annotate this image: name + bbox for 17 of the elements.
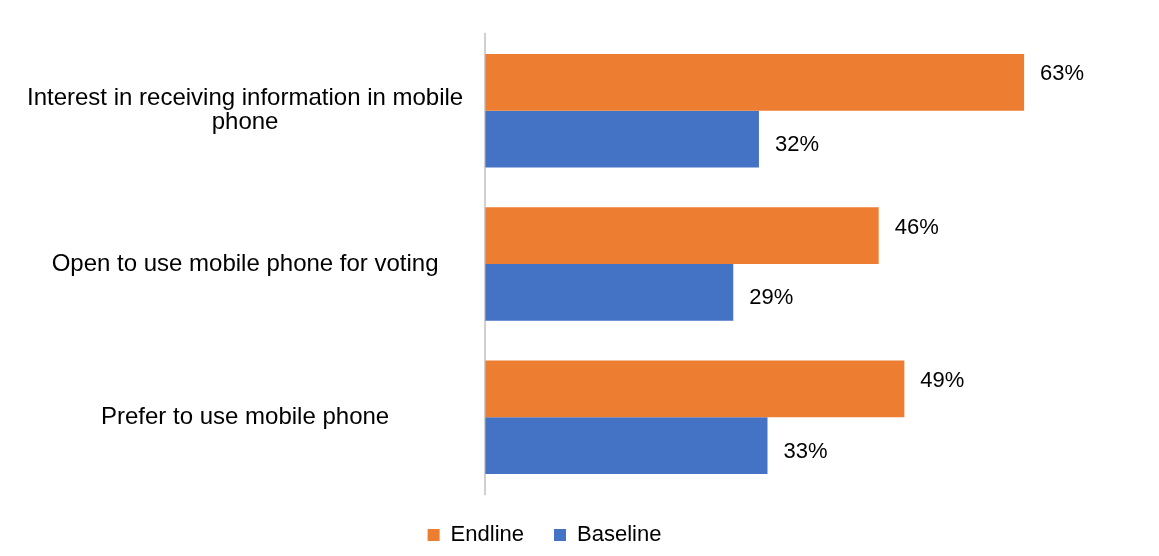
bar <box>485 207 879 264</box>
data-label: 46% <box>894 213 939 239</box>
bar <box>485 417 768 475</box>
bar <box>485 110 759 168</box>
data-label: 32% <box>774 131 819 157</box>
data-label: 63% <box>1040 60 1085 86</box>
data-label: 49% <box>920 367 965 393</box>
bar <box>485 360 905 418</box>
y-tick-label: Prefer to use mobile phone <box>101 401 390 429</box>
legend-label: Baseline <box>577 521 662 547</box>
y-tick-label: Interest in receiving information in mobile phone <box>26 83 464 135</box>
y-tick-label: Open to use mobile phone for voting <box>51 248 439 276</box>
bar <box>485 264 734 321</box>
legend-label: Endline <box>450 521 524 547</box>
data-label: 29% <box>749 284 794 310</box>
bar <box>485 53 1025 111</box>
data-label: 33% <box>783 437 828 463</box>
